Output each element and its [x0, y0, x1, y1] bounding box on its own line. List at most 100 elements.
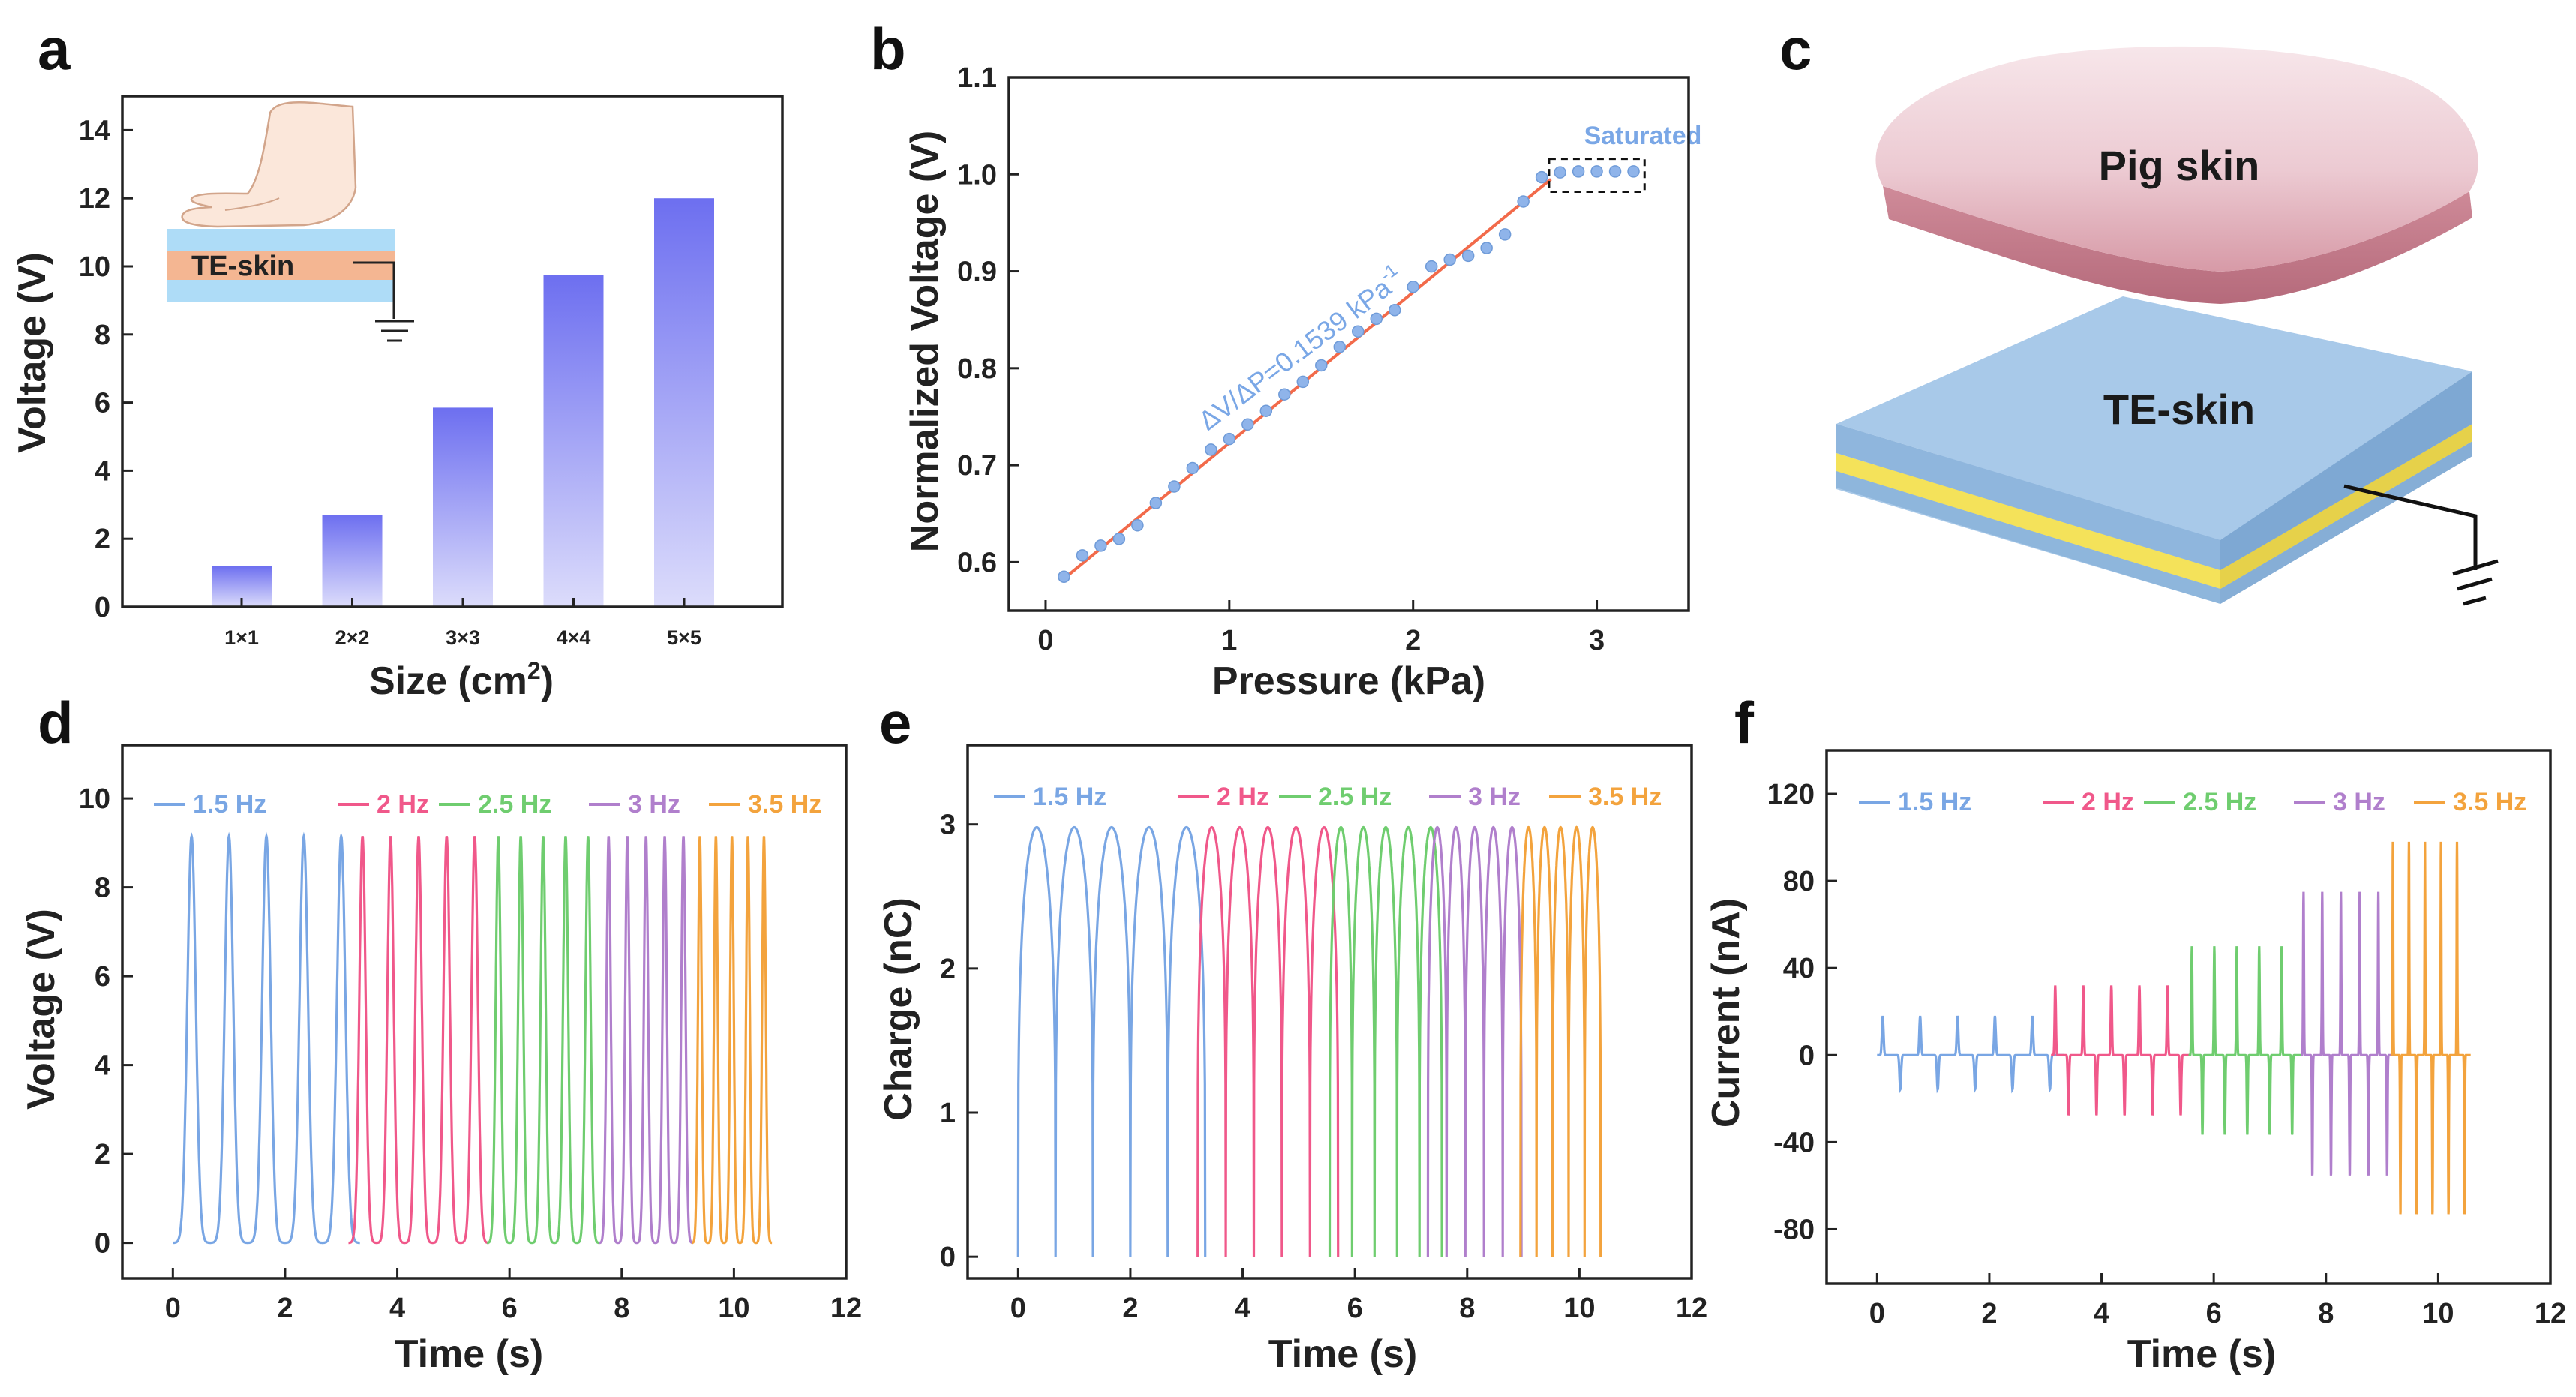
inset-middle-layer [167, 251, 395, 280]
panel-label-b: b [870, 16, 906, 82]
panel-a-frame [121, 95, 784, 608]
panel-d-xtick-label: 8 [614, 1293, 629, 1324]
panel-d-legend-label: 1.5 Hz [193, 790, 266, 819]
panel-e-legend-label: 3 Hz [1468, 783, 1521, 811]
panel-d-ytick-label: 8 [95, 873, 110, 904]
scatter-point [1554, 166, 1566, 179]
scatter-point [1572, 165, 1585, 178]
bar-5 [654, 198, 714, 607]
scatter-point [1333, 341, 1347, 353]
panel-d-legend-label: 3.5 Hz [748, 790, 821, 819]
panel-b-xtick-label: 1 [1221, 625, 1237, 656]
panel-f-legend-label: 2 Hz [2082, 788, 2134, 816]
panel-b-xlabel: Pressure (kPa) [1212, 659, 1485, 703]
panel-e-legend-label: 2 Hz [1217, 783, 1269, 811]
panel-d-ytick-label: 0 [95, 1228, 110, 1260]
panel-d-legend-label: 2 Hz [377, 790, 429, 819]
scatter-point [1241, 418, 1254, 431]
panel-e-frame [966, 744, 1693, 1280]
panel-a-ylabel: Voltage (V) [11, 252, 54, 453]
scatter-point [1351, 325, 1365, 338]
panel-d-frame [121, 744, 848, 1280]
bar-3 [433, 407, 493, 607]
hand-icon [181, 101, 357, 228]
panel-f-xtick-label: 12 [2535, 1298, 2566, 1329]
panel-f-xtick-label: 4 [2094, 1298, 2109, 1329]
panel-d-ylabel: Voltage (V) [20, 909, 63, 1110]
panel-e-legend-label: 2.5 Hz [1318, 783, 1392, 811]
scatter-point [1425, 260, 1438, 273]
scatter-point [1315, 359, 1328, 372]
scatter-point [1517, 195, 1530, 208]
scatter-point [1076, 549, 1089, 562]
panel-a-ytick-label: 10 [79, 251, 110, 283]
panel-b-xtick-label: 3 [1589, 625, 1605, 656]
panel-e-legend-label: 3.5 Hz [1588, 783, 1662, 811]
panel-f-series-1.5hz [1877, 1015, 2064, 1094]
panel-e-xtick-label: 12 [1676, 1293, 1707, 1324]
panel-f-legend-label: 2.5 Hz [2183, 788, 2256, 816]
panel-f-xtick-label: 8 [2318, 1298, 2334, 1329]
scatter-point [1480, 242, 1493, 254]
panel-a-ytick-label: 8 [95, 320, 110, 351]
panel-e-series-1.5hz [1016, 825, 1207, 1257]
panel-b-ytick-label: 0.6 [957, 547, 997, 578]
pig-skin-edge [1883, 186, 2472, 304]
panel-f-ytick-label: 80 [1783, 866, 1815, 897]
panel-e-ytick-label: 0 [940, 1242, 956, 1273]
panel-d-xtick-label: 12 [830, 1293, 862, 1324]
panel-e-series-2hz [1196, 825, 1340, 1257]
bar-category-label: 2×2 [335, 626, 370, 649]
panel-f-frame [1825, 749, 2552, 1285]
panel-f-ylabel: Current (nA) [1704, 898, 1748, 1128]
panel-label-c: c [1779, 16, 1812, 82]
panel-b-ytick-label: 1.1 [957, 62, 997, 94]
panel-e-ytick-label: 3 [940, 810, 956, 841]
scatter-point [1186, 461, 1199, 475]
panel-a-ytick-label: 6 [95, 388, 110, 419]
panel-f-ytick-label: -80 [1773, 1214, 1815, 1245]
panel-d-series-2.5hz [486, 836, 600, 1245]
panel-f-series-3.5hz [2390, 841, 2471, 1215]
inset-ground-wire [353, 261, 395, 319]
panel-b-xtick-label: 2 [1405, 625, 1421, 656]
panel-a-ytick-label: 2 [95, 524, 110, 555]
panel-f-xtick-label: 6 [2206, 1298, 2222, 1329]
panel-e-ytick-label: 2 [940, 954, 956, 985]
panel-b-ylabel: Normalized Voltage (V) [903, 131, 947, 552]
inset-bottom-layer [167, 280, 395, 302]
te-skin-inset: TE-skin [167, 101, 414, 342]
panel-d-ytick-label: 6 [95, 961, 110, 993]
slope-annotation: ΔV/ΔP=0.1539 kPa-1 [1191, 260, 1410, 436]
te-skin-label: TE-skin [2103, 386, 2255, 433]
panel-d-xlabel: Time (s) [395, 1332, 543, 1376]
panel-f-legend-label: 3 Hz [2333, 788, 2385, 816]
panel-e-legend-label: 1.5 Hz [1033, 783, 1106, 811]
ground-icon [2452, 559, 2499, 606]
scatter-point [1407, 280, 1419, 293]
panel-e-xtick-label: 4 [1235, 1293, 1250, 1324]
inset-te-skin-label: TE-skin [191, 251, 294, 282]
panel-e-series-3.5hz [1519, 825, 1602, 1257]
inset-top-layer [167, 229, 395, 251]
inset-ground-icon [375, 320, 414, 342]
panel-f-ytick-label: -40 [1773, 1127, 1815, 1158]
scatter-point [1205, 443, 1217, 456]
panel-e-xtick-label: 6 [1347, 1293, 1363, 1324]
scatter-point [1498, 228, 1512, 241]
scatter-point [1259, 404, 1273, 417]
panel-f-xtick-label: 0 [1869, 1298, 1885, 1329]
panel-d-line-chart: 0 2 4 6 8 10 0 2 4 6 8 10 12 1.5 Hz 2 Hz 2.5 Hz 3 Hz 3.5… [20, 744, 862, 1376]
te-skin-bottom-layer-right [2220, 441, 2472, 604]
panel-e-xtick-label: 8 [1459, 1293, 1475, 1324]
scatter-point [1112, 533, 1126, 545]
panel-e-ytick-label: 1 [940, 1098, 956, 1129]
panel-f-series-3hz [2301, 891, 2394, 1176]
panel-a-ytick-label: 12 [79, 183, 110, 215]
panel-d-xtick-label: 10 [718, 1293, 749, 1324]
panel-c-illustration: TE-skin Pig skin [1836, 46, 2499, 606]
panel-f-legend-label: 1.5 Hz [1898, 788, 1971, 816]
panel-e-xtick-label: 10 [1563, 1293, 1595, 1324]
panel-a-ytick-label: 14 [79, 115, 110, 146]
te-skin-middle-layer-right [2220, 424, 2472, 589]
